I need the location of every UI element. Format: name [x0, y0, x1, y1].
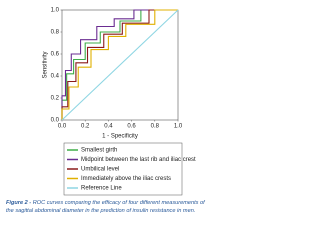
- roc-curve: [61, 9, 178, 120]
- y-axis-label: Sensitivity: [43, 51, 49, 78]
- y-tick-label: 0.8: [51, 30, 60, 36]
- y-tick-label: 1.0: [51, 8, 60, 14]
- x-tick-label: 0.2: [81, 124, 90, 130]
- chart: Sensitivity 1 - Specificity 0.0 0.2 0.4 0.6…: [43, 8, 196, 196]
- legend: [63, 142, 183, 196]
- caption-text: ROC curves comparing the efficacy of fou…: [6, 200, 205, 214]
- roc-curve: [61, 9, 179, 121]
- x-tick-label: 0.0: [58, 124, 67, 130]
- x-tick-label: 0.6: [127, 124, 136, 130]
- y-tick-label: 0.6: [51, 52, 60, 58]
- x-axis-label: 1 - Specificity: [102, 134, 138, 140]
- y-tick-label: 0.0: [51, 118, 60, 124]
- legend-label: Immediately above the iliac crests: [81, 176, 171, 182]
- page: {"chart_data": {"type": "line", "ylabel"…: [6, 7, 210, 215]
- x-tick-label: 1.0: [174, 124, 183, 130]
- legend-label: Umbilical level: [81, 167, 119, 173]
- x-tick-label: 0.8: [151, 124, 160, 130]
- caption: Figure 2 - ROC curves comparing the effi…: [6, 200, 210, 215]
- roc-curve: [61, 9, 178, 120]
- x-tick-label: 0.4: [104, 124, 113, 130]
- y-tick-label: 0.2: [51, 96, 60, 102]
- legend-label: Smallest girth: [81, 148, 117, 154]
- roc-curve: [61, 9, 178, 120]
- roc-curve: [61, 9, 178, 120]
- legend-label: Reference Line: [81, 186, 122, 192]
- plot-frame: [61, 9, 179, 121]
- legend-label: Midpoint between the last rib and iliac …: [81, 157, 196, 163]
- y-tick-label: 0.4: [51, 74, 60, 80]
- caption-label: Figure 2 -: [6, 200, 32, 206]
